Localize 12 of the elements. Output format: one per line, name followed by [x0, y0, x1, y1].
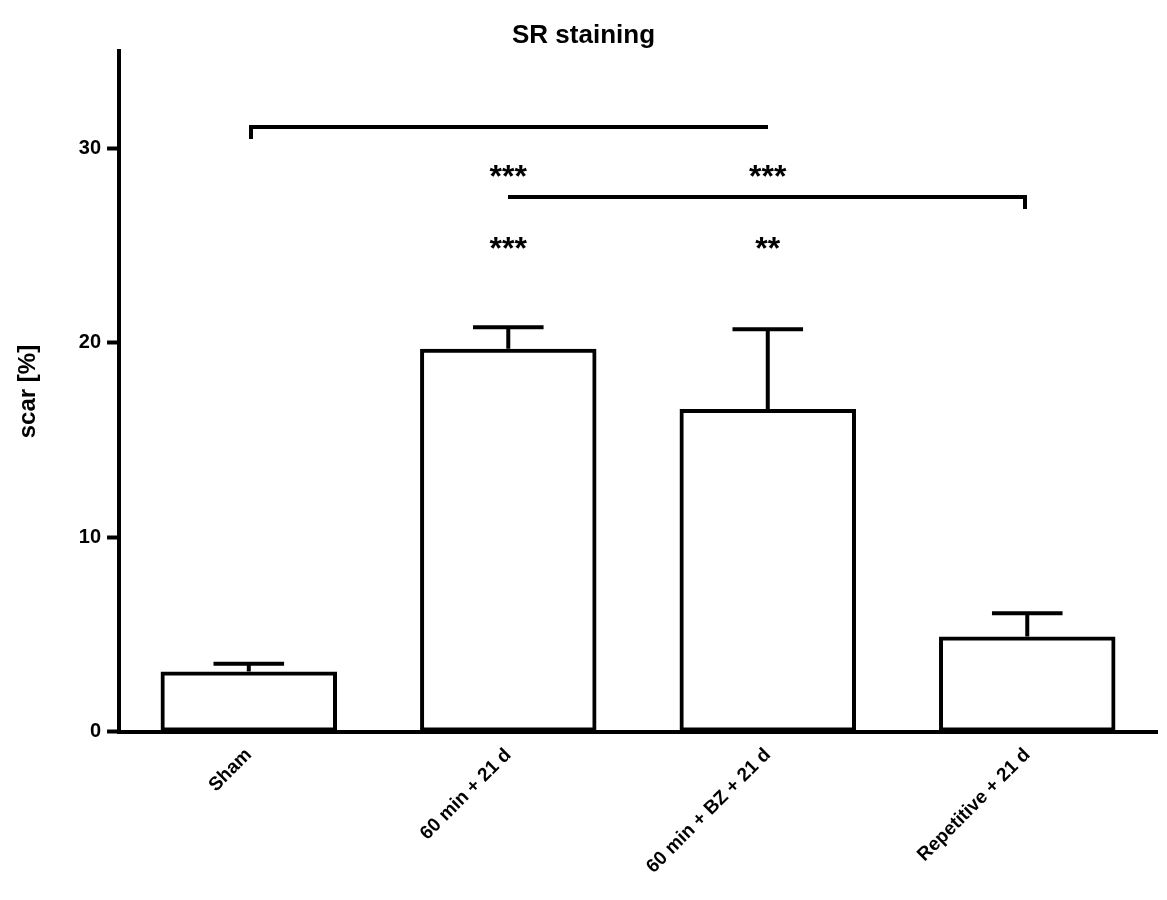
chart-title: SR staining — [511, 18, 656, 49]
annotation: *** — [489, 158, 528, 195]
y-tick-label: 10 — [78, 524, 102, 547]
y-tick-label: 30 — [78, 135, 102, 158]
x-tick-label: 60 min + 21 d — [415, 743, 515, 844]
annotation: ** — [755, 229, 781, 266]
annotation: *** — [489, 229, 528, 266]
y-tick-label: 0 — [89, 719, 102, 742]
y-tick-label: 20 — [78, 330, 102, 353]
annotation: *** — [749, 158, 787, 195]
x-tick-label: 60 min + BZ + 21 d — [641, 743, 775, 877]
y-axis-title: scar [%] — [13, 344, 41, 439]
